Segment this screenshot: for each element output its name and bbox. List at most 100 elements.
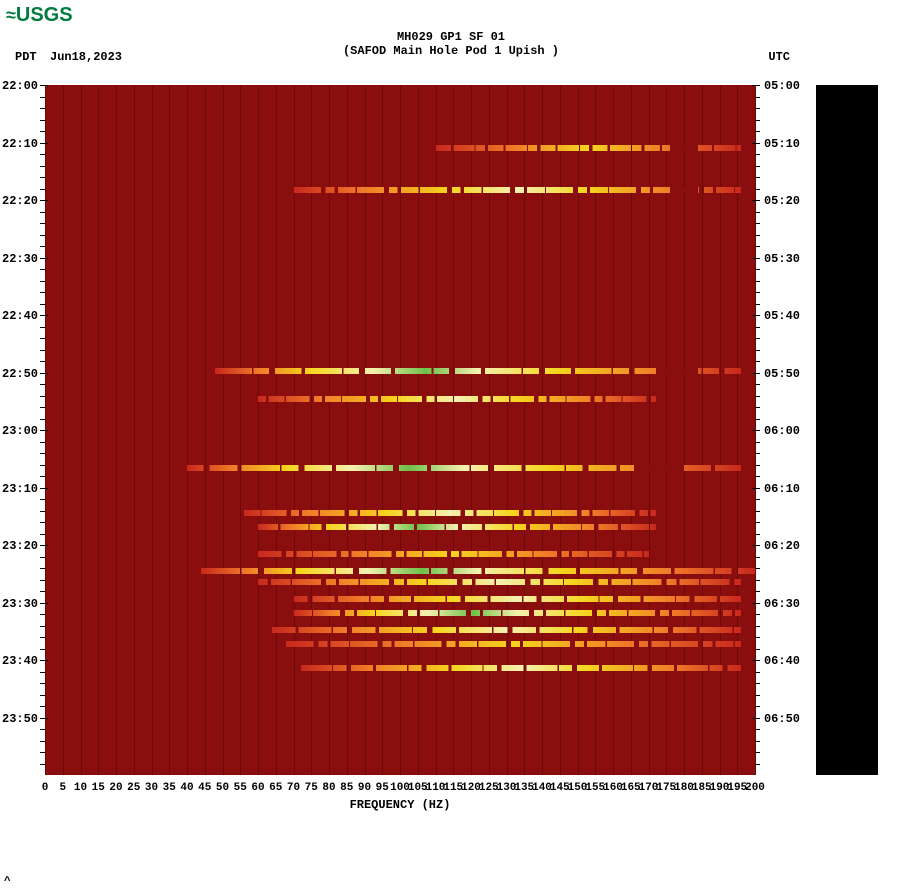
y-left-label: 22:50: [2, 367, 42, 381]
y-minor-tick: [755, 338, 760, 339]
y-minor-tick: [40, 189, 45, 190]
y-tick: [752, 603, 760, 604]
y-left-label: 23:10: [2, 482, 42, 496]
gridline: [98, 85, 99, 775]
y-right-label: 05:10: [760, 137, 800, 151]
y-minor-tick: [40, 637, 45, 638]
y-minor-tick: [40, 154, 45, 155]
y-minor-tick: [755, 177, 760, 178]
y-minor-tick: [755, 131, 760, 132]
y-minor-tick: [755, 269, 760, 270]
y-tick: [752, 430, 760, 431]
y-minor-tick: [755, 246, 760, 247]
y-tick: [40, 488, 48, 489]
x-axis-title: FREQUENCY (HZ): [45, 798, 755, 812]
y-axis-left-labels: 22:0022:1022:2022:3022:4022:5023:0023:10…: [2, 85, 42, 775]
y-minor-tick: [40, 706, 45, 707]
y-minor-tick: [40, 453, 45, 454]
x-label: 75: [305, 782, 318, 794]
y-minor-tick: [755, 649, 760, 650]
y-tick: [40, 315, 48, 316]
y-tick: [752, 258, 760, 259]
y-minor-tick: [755, 741, 760, 742]
x-label: 65: [269, 782, 282, 794]
y-minor-tick: [40, 304, 45, 305]
y-minor-tick: [40, 407, 45, 408]
chart-title: MH029 GP1 SF 01 (SAFOD Main Hole Pod 1 U…: [0, 30, 902, 58]
y-minor-tick: [40, 166, 45, 167]
y-minor-tick: [755, 637, 760, 638]
y-minor-tick: [40, 465, 45, 466]
y-minor-tick: [40, 419, 45, 420]
y-minor-tick: [755, 522, 760, 523]
y-tick: [752, 718, 760, 719]
y-minor-tick: [755, 154, 760, 155]
spectral-event: [286, 641, 740, 647]
y-minor-tick: [40, 108, 45, 109]
title-line-2: (SAFOD Main Hole Pod 1 Upish ): [0, 44, 902, 58]
y-minor-tick: [755, 695, 760, 696]
y-minor-tick: [755, 120, 760, 121]
y-minor-tick: [755, 327, 760, 328]
y-tick: [40, 200, 48, 201]
y-minor-tick: [40, 741, 45, 742]
x-label: 95: [376, 782, 389, 794]
y-minor-tick: [755, 568, 760, 569]
gridline: [152, 85, 153, 775]
y-right-label: 05:40: [760, 309, 800, 323]
y-minor-tick: [40, 338, 45, 339]
y-minor-tick: [755, 235, 760, 236]
y-tick: [752, 143, 760, 144]
footer-mark: ^: [4, 876, 11, 888]
gridline: [258, 85, 259, 775]
y-minor-tick: [40, 672, 45, 673]
y-minor-tick: [40, 246, 45, 247]
x-label: 45: [198, 782, 211, 794]
y-minor-tick: [40, 557, 45, 558]
y-tick: [752, 85, 760, 86]
y-minor-tick: [755, 223, 760, 224]
y-left-label: 23:30: [2, 597, 42, 611]
gridline: [81, 85, 82, 775]
timezone-right-label: UTC: [768, 50, 790, 64]
spectral-event-gap: [670, 187, 698, 193]
y-minor-tick: [40, 212, 45, 213]
y-minor-tick: [40, 327, 45, 328]
y-minor-tick: [40, 177, 45, 178]
spectral-event-gap: [670, 145, 698, 151]
x-label: 80: [322, 782, 335, 794]
spectral-event: [294, 610, 741, 616]
y-minor-tick: [755, 281, 760, 282]
y-minor-tick: [755, 396, 760, 397]
y-minor-tick: [40, 476, 45, 477]
y-minor-tick: [40, 120, 45, 121]
y-axis-right-labels: 05:0005:1005:2005:3005:4005:5006:0006:10…: [760, 85, 800, 775]
y-left-label: 23:50: [2, 712, 42, 726]
spectral-event: [272, 627, 741, 633]
y-right-label: 05:00: [760, 79, 800, 93]
y-tick: [752, 200, 760, 201]
y-minor-tick: [40, 534, 45, 535]
y-minor-tick: [40, 97, 45, 98]
x-label: 30: [145, 782, 158, 794]
x-label: 20: [109, 782, 122, 794]
title-line-1: MH029 GP1 SF 01: [0, 30, 902, 44]
x-label: 55: [234, 782, 247, 794]
y-minor-tick: [40, 511, 45, 512]
y-right-label: 06:00: [760, 424, 800, 438]
y-minor-tick: [755, 672, 760, 673]
y-tick: [40, 660, 48, 661]
y-minor-tick: [755, 511, 760, 512]
y-minor-tick: [40, 764, 45, 765]
y-right-label: 06:10: [760, 482, 800, 496]
y-minor-tick: [40, 235, 45, 236]
y-minor-tick: [40, 442, 45, 443]
y-tick: [752, 373, 760, 374]
y-minor-tick: [40, 499, 45, 500]
x-label: 200: [745, 782, 765, 794]
y-minor-tick: [755, 683, 760, 684]
y-minor-tick: [755, 97, 760, 98]
y-minor-tick: [40, 752, 45, 753]
gridline: [276, 85, 277, 775]
y-minor-tick: [755, 384, 760, 385]
